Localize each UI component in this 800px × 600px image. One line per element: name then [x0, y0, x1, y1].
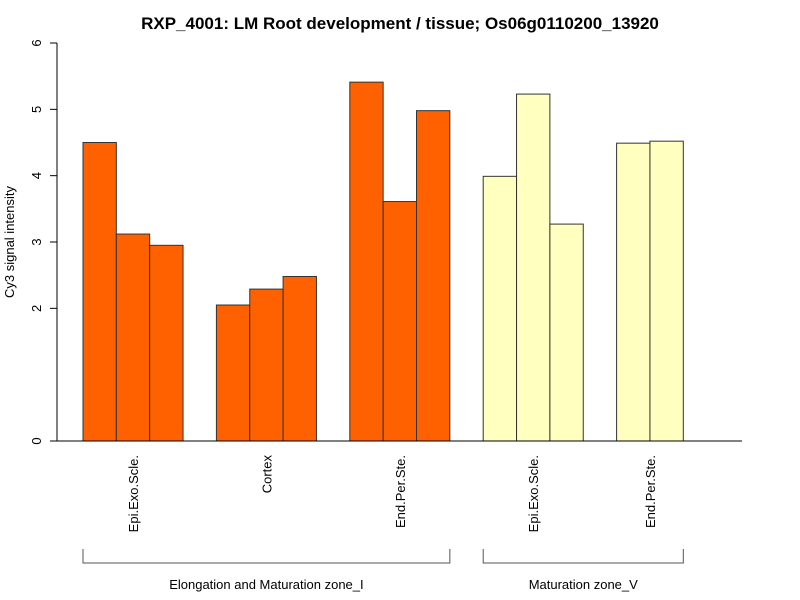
category-labels: Epi.Exo.Scle. Cortex End.Per.Ste. Epi.Exo.S…: [126, 455, 658, 533]
bar: [82, 142, 117, 442]
group-label: Maturation zone_V: [529, 577, 638, 592]
y-tick-label: 3: [29, 238, 44, 245]
bar: [649, 140, 684, 442]
bar: [616, 142, 651, 442]
bar: [382, 201, 417, 442]
category-label: Cortex: [259, 455, 274, 494]
bar: [282, 275, 317, 442]
category-label: End.Per.Ste.: [393, 455, 408, 528]
category-label: End.Per.Ste.: [643, 455, 658, 528]
group-bracket: [482, 549, 684, 564]
y-axis-label: Cy3 signal intensity: [2, 186, 17, 298]
group-bracket: [82, 549, 451, 564]
category-label: Epi.Exo.Scle.: [526, 455, 541, 532]
y-tick-label: 0: [29, 437, 44, 444]
bar: [416, 110, 451, 442]
bar: [149, 244, 184, 442]
y-tick-label: 4: [29, 172, 44, 179]
chart-title: RXP_4001: LM Root development / tissue; …: [141, 14, 659, 33]
y-axis: 0 2 3 4 5 6: [29, 39, 58, 445]
bar: [115, 233, 151, 442]
y-tick-label: 6: [29, 39, 44, 46]
bar: [249, 288, 284, 442]
bar: [549, 223, 584, 442]
bar: [482, 175, 518, 442]
bar: [516, 93, 551, 442]
bars: [82, 81, 684, 442]
group-label: Elongation and Maturation zone_I: [169, 577, 363, 592]
bar: [215, 304, 251, 442]
y-tick-label: 2: [29, 305, 44, 312]
category-label: Epi.Exo.Scle.: [126, 455, 141, 532]
group-brackets: Elongation and Maturation zone_I Maturati…: [82, 549, 684, 592]
bar: [349, 81, 384, 442]
y-tick-label: 5: [29, 106, 44, 113]
